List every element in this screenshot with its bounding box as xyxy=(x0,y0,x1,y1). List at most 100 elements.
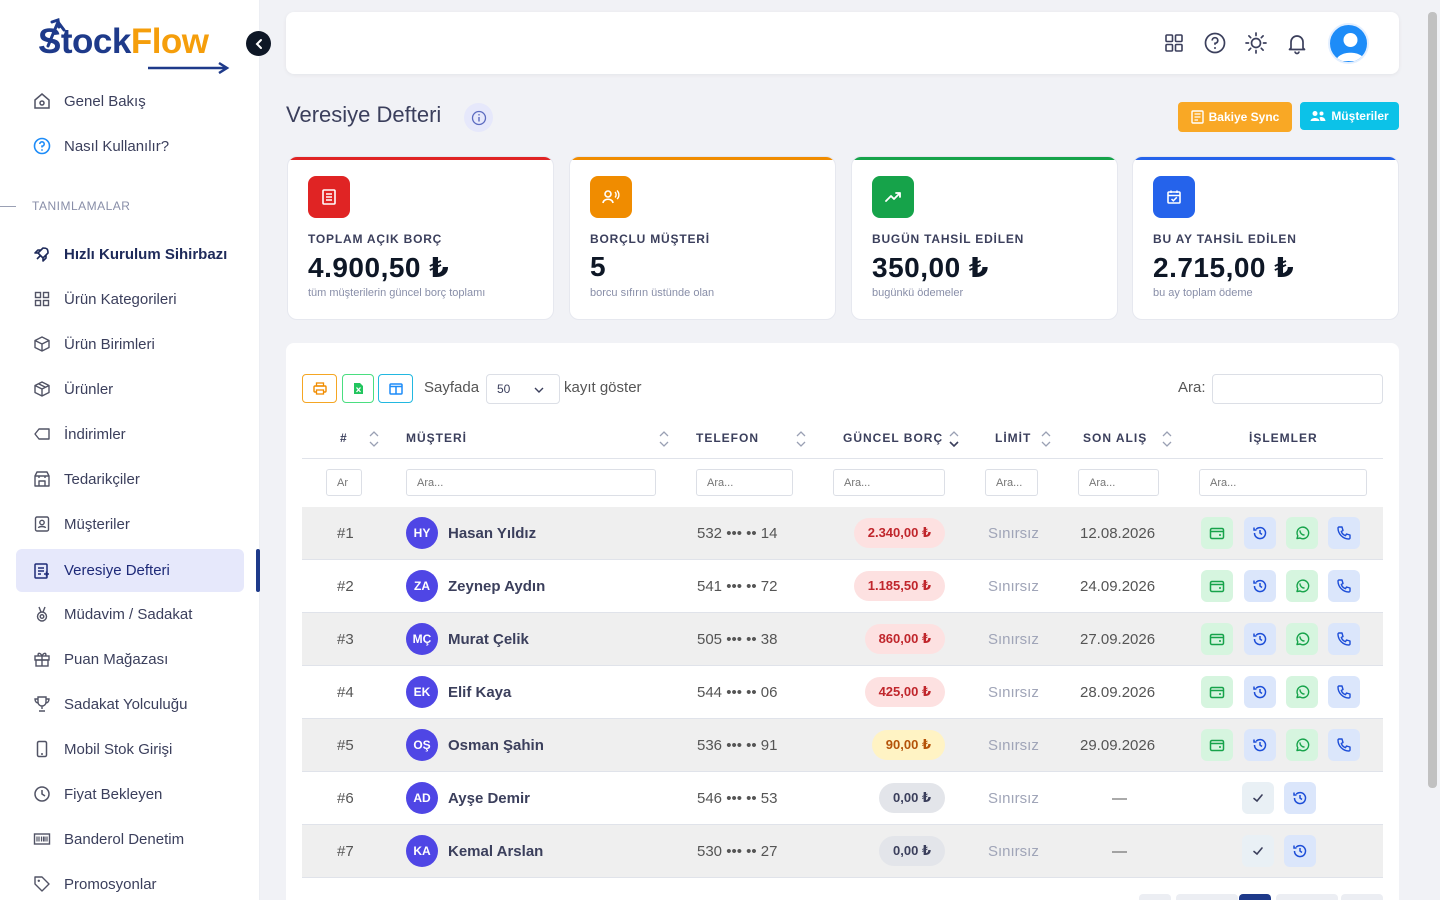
users-icon xyxy=(1310,111,1326,121)
column-header-limit[interactable]: LİMİT xyxy=(995,431,1032,445)
filter-musteri-input[interactable] xyxy=(406,469,656,496)
sidebar-item-label: Müşteriler xyxy=(64,515,130,533)
per-page-select[interactable]: 50 xyxy=(486,374,560,404)
whatsapp-button[interactable] xyxy=(1286,729,1318,761)
sort-icon[interactable] xyxy=(1041,429,1051,449)
payment-button[interactable] xyxy=(1201,517,1233,549)
whatsapp-button[interactable] xyxy=(1286,676,1318,708)
filter-borc-input[interactable] xyxy=(833,469,945,496)
customer-cell[interactable]: AD Ayşe Demir xyxy=(406,772,530,824)
sidebar-item-mobil-stok-girisi[interactable]: Mobil Stok Girişi xyxy=(16,728,244,770)
excel-export-button[interactable] xyxy=(342,374,374,403)
filter-telefon-input[interactable] xyxy=(696,469,793,496)
pagination-prev[interactable] xyxy=(1176,894,1238,900)
sidebar-item-musteriler[interactable]: Müşteriler xyxy=(16,503,244,545)
sort-icon[interactable] xyxy=(1162,429,1172,449)
customer-cell[interactable]: HY Hasan Yıldız xyxy=(406,507,536,559)
column-visibility-button[interactable] xyxy=(378,374,413,403)
pagination-last[interactable] xyxy=(1341,894,1383,900)
history-button[interactable] xyxy=(1244,729,1276,761)
column-header-no[interactable]: # xyxy=(340,431,348,445)
pagination-current[interactable] xyxy=(1239,894,1271,900)
sidebar-item-indirimler[interactable]: İndirimler xyxy=(16,413,244,455)
active-indicator xyxy=(256,549,260,592)
pagination-first[interactable] xyxy=(1139,894,1171,900)
sidebar-item-veresiye-defteri[interactable]: Veresiye Defteri xyxy=(16,549,244,592)
call-button[interactable] xyxy=(1328,570,1360,602)
customer-cell[interactable]: ZA Zeynep Aydın xyxy=(406,560,545,612)
print-button[interactable] xyxy=(302,374,337,403)
settled-button[interactable] xyxy=(1242,835,1274,867)
sun-icon[interactable] xyxy=(1244,31,1268,55)
whatsapp-button[interactable] xyxy=(1286,623,1318,655)
sidebar-item-urun-kategorileri[interactable]: Ürün Kategorileri xyxy=(16,278,244,320)
sidebar-item-genel-bakis[interactable]: Genel Bakış xyxy=(16,80,244,122)
sidebar-item-fiyat-bekleyen[interactable]: Fiyat Bekleyen xyxy=(16,773,244,815)
call-button[interactable] xyxy=(1328,676,1360,708)
bell-icon[interactable] xyxy=(1285,31,1309,55)
sidebar-item-hizli-kurulum[interactable]: Hızlı Kurulum Sihirbazı xyxy=(16,233,244,275)
tag-outline-icon xyxy=(32,424,52,444)
debt-badge: 2.340,00 ₺ xyxy=(853,518,945,548)
sidebar-item-nasil-kullanilir[interactable]: Nasıl Kullanılır? xyxy=(16,125,244,167)
sidebar-item-label: Promosyonlar xyxy=(64,875,157,893)
debt-cell: 90,00 ₺ xyxy=(832,719,945,771)
sidebar-item-tedarikciler[interactable]: Tedarikçiler xyxy=(16,458,244,500)
payment-button[interactable] xyxy=(1201,676,1233,708)
history-button[interactable] xyxy=(1244,570,1276,602)
sidebar-item-puan-magazasi[interactable]: Puan Mağazası xyxy=(16,638,244,680)
call-button[interactable] xyxy=(1328,623,1360,655)
whatsapp-button[interactable] xyxy=(1286,517,1318,549)
payment-button[interactable] xyxy=(1201,729,1233,761)
sidebar-item-sadakat-yolculugu[interactable]: Sadakat Yolculuğu xyxy=(16,683,244,725)
app-logo[interactable]: StockFlow xyxy=(38,18,233,74)
call-button[interactable] xyxy=(1328,517,1360,549)
history-button[interactable] xyxy=(1284,782,1316,814)
sidebar-item-urunler[interactable]: Ürünler xyxy=(16,368,244,410)
bakiye-sync-button[interactable]: Bakiye Sync xyxy=(1178,102,1292,132)
sidebar-item-label: Puan Mağazası xyxy=(64,650,169,668)
history-button[interactable] xyxy=(1284,835,1316,867)
customer-cell[interactable]: MÇ Murat Çelik xyxy=(406,613,529,665)
sidebar-item-promosyonlar[interactable]: Promosyonlar xyxy=(16,863,244,900)
musteriler-button[interactable]: Müşteriler xyxy=(1300,102,1399,130)
help-icon[interactable] xyxy=(1203,31,1227,55)
column-header-telefon[interactable]: TELEFON xyxy=(696,431,759,445)
section-title: TANIMLAMALAR xyxy=(32,199,131,213)
table-search-input[interactable] xyxy=(1212,374,1383,404)
debt-cell: 0,00 ₺ xyxy=(832,772,945,824)
sidebar-item-urun-birimleri[interactable]: Ürün Birimleri xyxy=(16,323,244,365)
history-button[interactable] xyxy=(1244,676,1276,708)
column-header-guncel-borc[interactable]: GÜNCEL BORÇ xyxy=(843,431,944,445)
apps-grid-icon[interactable] xyxy=(1162,31,1186,55)
filter-no-input[interactable] xyxy=(326,469,362,496)
sort-desc-icon[interactable] xyxy=(949,429,959,449)
history-button[interactable] xyxy=(1244,517,1276,549)
sort-icon[interactable] xyxy=(369,429,379,449)
sidebar-collapse-button[interactable] xyxy=(246,31,271,56)
column-header-musteri[interactable]: MÜŞTERİ xyxy=(406,431,467,445)
sidebar-item-label: Ürün Kategorileri xyxy=(64,290,177,308)
pagination-next[interactable] xyxy=(1276,894,1338,900)
payment-button[interactable] xyxy=(1201,623,1233,655)
whatsapp-button[interactable] xyxy=(1286,570,1318,602)
debt-badge: 860,00 ₺ xyxy=(864,624,945,654)
column-header-son-alis[interactable]: SON ALIŞ xyxy=(1083,431,1148,445)
user-avatar-icon[interactable] xyxy=(1328,23,1369,64)
filter-son-alis-input[interactable] xyxy=(1078,469,1159,496)
history-button[interactable] xyxy=(1244,623,1276,655)
payment-button[interactable] xyxy=(1201,570,1233,602)
sidebar-item-mudavim-sadakat[interactable]: Müdavim / Sadakat xyxy=(16,593,244,635)
info-icon[interactable] xyxy=(464,103,493,132)
sidebar-item-banderol-denetim[interactable]: Banderol Denetim xyxy=(16,818,244,860)
customer-cell[interactable]: KA Kemal Arslan xyxy=(406,825,543,877)
filter-islemler-input[interactable] xyxy=(1199,469,1367,496)
call-button[interactable] xyxy=(1328,729,1360,761)
page-scrollbar[interactable] xyxy=(1428,12,1437,788)
filter-limit-input[interactable] xyxy=(985,469,1038,496)
sort-icon[interactable] xyxy=(659,429,669,449)
customer-cell[interactable]: OŞ Osman Şahin xyxy=(406,719,544,771)
customer-cell[interactable]: EK Elif Kaya xyxy=(406,666,511,718)
sort-icon[interactable] xyxy=(796,429,806,449)
settled-button[interactable] xyxy=(1242,782,1274,814)
